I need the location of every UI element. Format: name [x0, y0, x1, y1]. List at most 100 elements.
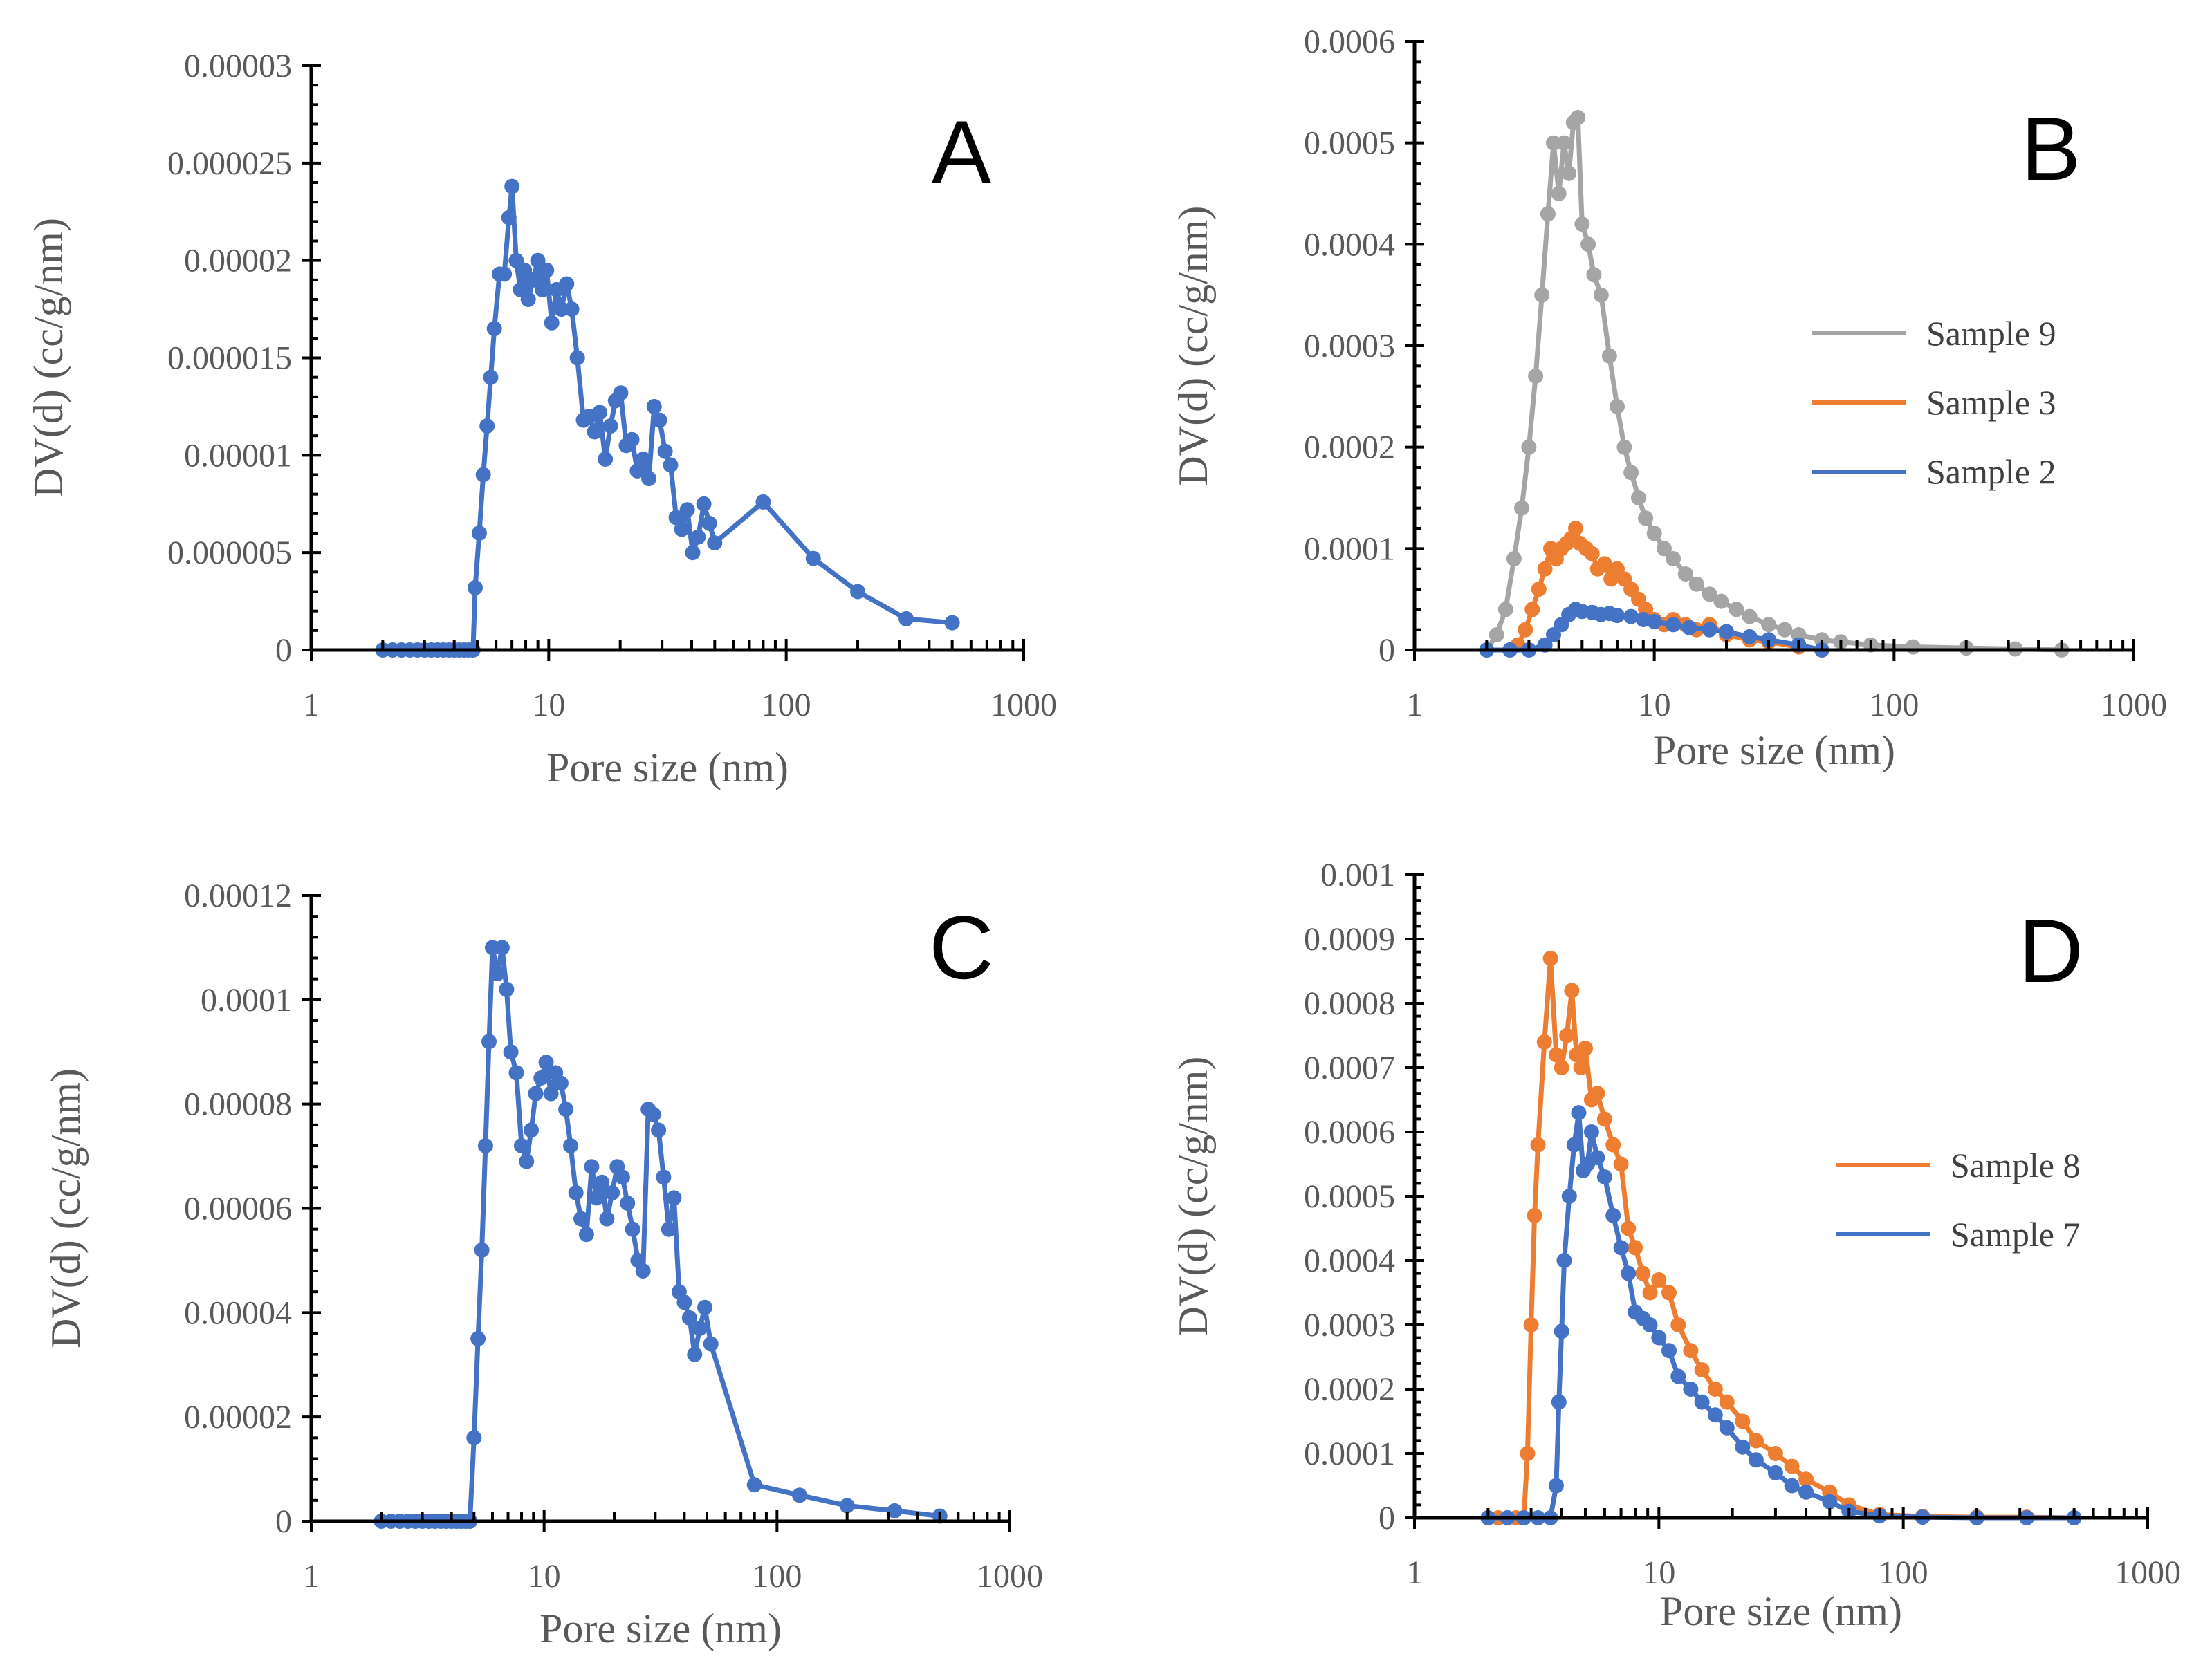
data-point: [1735, 1413, 1751, 1429]
y-tick-label: 0.00006: [184, 1191, 292, 1227]
data-point: [685, 545, 701, 561]
y-tick-label: 0.000005: [167, 535, 292, 571]
data-point: [474, 1242, 490, 1258]
y-tick-label: 0: [1379, 1500, 1395, 1536]
data-point: [1531, 582, 1547, 597]
chart-panel-b: 0 0.0001 0.0002 0.0003 0.0004 0.0005 0.0006 1 10…: [1170, 24, 2167, 773]
data-point: [1596, 556, 1612, 572]
data-point: [524, 1122, 539, 1138]
data-point: [466, 1430, 482, 1446]
y-axis-title: DV(d) (cc/g/nm): [43, 1068, 89, 1348]
data-point: [530, 252, 546, 268]
data-point: [1556, 135, 1572, 151]
data-point: [1761, 617, 1777, 633]
data-point: [1646, 526, 1662, 541]
data-point: [681, 1310, 697, 1326]
data-point: [1584, 546, 1600, 561]
data-point: [1610, 399, 1625, 414]
y-tick-label: 0.001: [1320, 857, 1395, 893]
data-point: [1554, 1323, 1569, 1339]
data-point: [850, 584, 865, 600]
data-point: [1822, 1494, 1838, 1509]
y-tick-label: 0.0006: [1304, 1114, 1395, 1151]
data-point: [697, 1299, 712, 1315]
y-tick-label: 0.0005: [1304, 125, 1395, 162]
data-point: [1589, 1150, 1605, 1166]
legend-label: Sample 9: [1926, 314, 2056, 353]
data-point: [1683, 1382, 1699, 1397]
data-point: [614, 1169, 630, 1185]
data-point: [1523, 1317, 1539, 1332]
data-point: [1702, 586, 1717, 602]
data-point: [543, 1086, 559, 1102]
x-tick-label: 100: [1869, 687, 1919, 723]
data-point: [525, 272, 541, 288]
x-tick-label: 10: [532, 687, 565, 723]
x-axis-title: Pore size (nm): [1660, 1588, 1902, 1634]
data-point: [1551, 186, 1567, 201]
data-point: [1589, 1086, 1605, 1102]
data-point: [1661, 1285, 1677, 1301]
data-point: [944, 615, 960, 631]
data-point: [1713, 593, 1729, 609]
y-tick-label: 0.00004: [184, 1294, 292, 1331]
series-line: [381, 945, 941, 1524]
data-point: [1642, 1317, 1658, 1332]
data-point: [1548, 1478, 1564, 1494]
data-point: [636, 452, 651, 467]
y-tick-label: 0.0004: [1304, 226, 1395, 263]
data-point: [1707, 1382, 1723, 1397]
data-point: [1661, 1343, 1677, 1359]
data-point: [559, 276, 575, 292]
data-point: [887, 1503, 903, 1518]
data-point: [624, 431, 640, 447]
data-point: [692, 1321, 708, 1336]
data-point: [679, 502, 695, 518]
data-point: [646, 398, 662, 414]
y-tick-label: 0.00012: [184, 877, 292, 914]
data-point: [1613, 1240, 1629, 1256]
data-point: [1536, 1034, 1552, 1050]
data-point: [1651, 1272, 1667, 1288]
x-axis-title: Pore size (nm): [540, 1606, 782, 1651]
data-point: [1570, 110, 1586, 125]
data-point: [1767, 1465, 1783, 1480]
data-point: [1561, 1189, 1577, 1204]
data-point: [839, 1498, 855, 1514]
data-point: [701, 515, 717, 531]
data-point: [690, 529, 706, 545]
data-point: [635, 1263, 651, 1279]
data-point: [645, 1106, 661, 1122]
data-point: [1621, 1220, 1637, 1236]
y-tick-label: 0.0009: [1304, 921, 1395, 958]
data-point: [625, 1221, 640, 1237]
legend-label: Sample 3: [1926, 383, 2056, 422]
data-point: [1537, 561, 1553, 577]
data-point: [1527, 1207, 1542, 1223]
data-point: [1666, 617, 1681, 633]
data-point: [1767, 1446, 1783, 1461]
data-point: [674, 521, 690, 537]
data-point: [746, 1477, 762, 1493]
data-point: [468, 579, 483, 595]
y-tick-label: 0: [1379, 632, 1395, 669]
data-point: [1554, 1060, 1569, 1075]
data-point: [1631, 490, 1646, 505]
data-point: [486, 321, 502, 337]
legend: Sample 9 Sample 3 Sample 2: [1812, 314, 2056, 491]
data-point: [1613, 1156, 1629, 1172]
data-point: [620, 1196, 636, 1211]
data-point: [1514, 500, 1529, 516]
data-point: [1657, 541, 1672, 557]
data-point: [564, 301, 580, 317]
data-point: [1688, 576, 1704, 592]
series-line: [383, 184, 952, 653]
data-point: [584, 1159, 600, 1175]
data-point: [1601, 348, 1617, 364]
data-point: [1530, 1137, 1546, 1153]
data-point: [1748, 1452, 1764, 1468]
data-point: [563, 1138, 578, 1153]
data-point: [1761, 632, 1777, 648]
x-tick-label: 10: [1642, 1554, 1675, 1591]
